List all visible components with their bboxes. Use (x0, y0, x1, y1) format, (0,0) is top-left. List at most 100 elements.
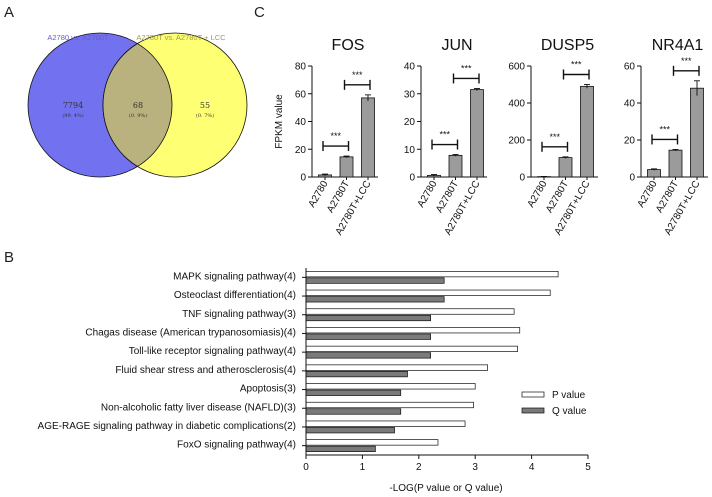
venn-right-percent: (0. 7%) (196, 112, 214, 119)
y-tick-label: 20 (404, 117, 416, 128)
significance-label: *** (352, 70, 363, 80)
legend-q-value-swatch (521, 407, 545, 414)
significance-label: *** (461, 63, 472, 73)
q-value-bar (305, 314, 431, 322)
pathway-label: Toll-like receptor signaling pathway(4) (129, 346, 296, 357)
y-tick-label: 40 (295, 117, 307, 128)
significance-label: *** (549, 132, 560, 142)
q-value-bar (305, 277, 445, 284)
bar-a2780t (339, 156, 354, 178)
bar-a2780t-lcc (470, 89, 484, 178)
venn-left-label: A2780 vs. A2780T (47, 33, 109, 42)
significance-label: *** (571, 60, 582, 70)
significance-label: *** (439, 130, 450, 140)
y-tick-label: 40 (404, 62, 416, 73)
p-value-bar (305, 308, 515, 315)
bar-a2780t (558, 157, 573, 178)
legend-p-value-swatch (521, 391, 545, 398)
bar-a2780t-lcc (690, 87, 704, 178)
q-value-bar (305, 389, 402, 396)
pathway-label: FoxO signaling pathway(4) (177, 440, 296, 451)
y-tick-label: 0 (519, 173, 525, 184)
p-value-bar (305, 420, 466, 427)
p-value-bar (305, 289, 551, 296)
p-value-bar (305, 271, 559, 278)
significance-label: *** (681, 56, 692, 66)
venn-diagram: A2780 vs. A2780T A2780T vs. A2780T + LCC… (27, 32, 248, 178)
pathway-label: TNF signaling pathway(3) (182, 309, 296, 320)
pathway-label: MAPK signaling pathway(4) (173, 271, 296, 282)
legend-p-value-label: P value (552, 390, 586, 401)
p-value-bar (305, 327, 521, 334)
x-tick-label: 1 (360, 462, 366, 473)
y-tick-label: 10 (404, 145, 416, 156)
pathway-label: Apoptosis(3) (240, 384, 296, 395)
bar-a2780t (448, 154, 463, 178)
p-value-bar (305, 364, 488, 371)
bar-a2780 (647, 169, 661, 178)
q-value-bar (305, 352, 431, 359)
bar-a2780t (668, 149, 683, 178)
venn-overlap-count: 68 (133, 101, 143, 110)
q-value-bar (305, 296, 445, 303)
significance-label: *** (659, 124, 670, 134)
pathway-label: AGE-RAGE signaling pathway in diabetic c… (38, 421, 296, 432)
pathway-label: Chagas disease (American trypanosomiasis… (85, 327, 296, 338)
q-value-bar (305, 371, 408, 378)
gene-chart-dusp5: DUSP50200400600A2780A2780TA2780T+LCC****… (508, 37, 598, 237)
x-tick-label: 2 (416, 462, 422, 473)
x-tick-label: 0 (303, 462, 309, 473)
kegg-pathway-bar-chart: MAPK signaling pathway(4) Osteoclast diff… (38, 268, 591, 494)
x-tick-label: 4 (529, 462, 535, 473)
venn-right-label: A2780T vs. A2780T + LCC (136, 33, 226, 42)
pathway-label: Osteoclast differentiation(4) (174, 290, 296, 301)
q-value-bar (305, 427, 395, 434)
p-value-bar (305, 401, 474, 409)
y-axis-label: FPKM value (274, 94, 285, 149)
y-tick-label: 0 (629, 173, 635, 184)
x-axis-label: -LOG(P value or Q value) (389, 483, 502, 494)
y-tick-label: 60 (295, 89, 307, 100)
venn-overlap-region (102, 43, 173, 167)
q-value-bar (305, 333, 431, 340)
y-tick-label: 20 (295, 145, 307, 156)
y-tick-label: 400 (508, 99, 525, 110)
x-tick-label: 5 (585, 462, 591, 473)
y-tick-label: 0 (409, 173, 415, 184)
chart-title: DUSP5 (541, 37, 594, 54)
y-tick-label: 30 (404, 89, 416, 100)
venn-left-percent: (99. 4%) (62, 112, 83, 119)
venn-left-count: 7794 (63, 101, 83, 110)
p-value-bar (305, 439, 439, 446)
pathway-label: Non-alcoholic fatty liver disease (NAFLD… (101, 402, 296, 413)
chart-title: NR4A1 (652, 37, 704, 54)
significance-label: *** (330, 131, 341, 141)
chart-title: JUN (441, 37, 472, 54)
venn-overlap-percent: (0. 9%) (129, 112, 147, 119)
bar-a2780t-lcc (361, 97, 375, 178)
chart-title: FOS (332, 37, 365, 54)
venn-right-count: 55 (200, 101, 210, 110)
y-tick-label: 200 (508, 136, 525, 147)
p-value-bar (305, 383, 476, 390)
panel-label-b: B (4, 249, 14, 266)
y-tick-label: 60 (624, 62, 636, 73)
y-tick-label: 0 (300, 173, 306, 184)
x-tick-label: 3 (472, 462, 478, 473)
p-value-bar (305, 345, 518, 352)
panel-label-c: C (254, 4, 265, 21)
q-value-bar (305, 408, 402, 415)
y-tick-label: 40 (624, 99, 636, 110)
y-tick-label: 80 (295, 62, 307, 73)
panel-label-a: A (4, 4, 14, 21)
y-tick-label: 20 (624, 136, 636, 147)
q-value-bar (305, 445, 376, 452)
y-tick-label: 600 (508, 62, 525, 73)
bar-a2780t-lcc (580, 85, 594, 178)
legend-q-value-label: Q value (552, 406, 587, 417)
